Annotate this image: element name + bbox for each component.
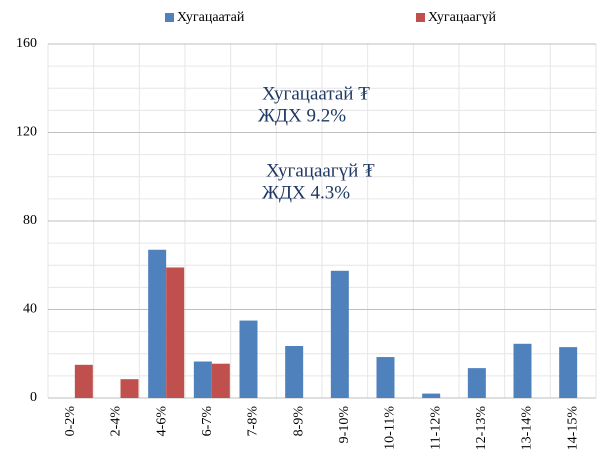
bar xyxy=(74,364,93,398)
bar xyxy=(166,267,185,398)
bar xyxy=(376,357,395,398)
x-tick-label: 6-7% xyxy=(200,406,215,437)
y-tick-label: 160 xyxy=(16,36,37,51)
legend-swatch xyxy=(165,13,174,22)
legend-label: Хугацаагүй xyxy=(428,10,496,25)
x-tick-label: 0-2% xyxy=(63,406,78,437)
legend-label: Хугацаатай xyxy=(177,10,245,25)
x-tick-label: 8-9% xyxy=(291,406,306,437)
y-tick-label: 120 xyxy=(16,125,37,140)
bar xyxy=(467,368,486,398)
y-tick-label: 80 xyxy=(23,213,37,228)
bar xyxy=(513,343,532,398)
legend-swatch xyxy=(416,13,425,22)
x-tick-label: 10-11% xyxy=(383,406,398,450)
bar xyxy=(193,361,212,398)
bar xyxy=(148,249,167,398)
bar xyxy=(239,320,258,398)
annotation: ЖДХ 4.3% xyxy=(262,182,350,203)
bar xyxy=(211,363,230,398)
x-tick-label: 13-14% xyxy=(520,406,535,451)
x-tick-label: 4-6% xyxy=(154,406,169,437)
annotation: Хугацаагүй ₮ xyxy=(266,160,375,181)
bar xyxy=(120,379,139,398)
bar xyxy=(422,393,441,398)
bar xyxy=(559,347,578,398)
x-tick-label: 9-10% xyxy=(337,406,352,444)
x-tick-label: 11-12% xyxy=(428,406,443,450)
annotation: ЖДХ 9.2% xyxy=(258,105,346,126)
x-tick-label: 2-4% xyxy=(109,406,124,437)
bar xyxy=(330,270,349,398)
x-tick-label: 12-13% xyxy=(474,406,489,451)
y-tick-label: 0 xyxy=(30,390,37,405)
y-tick-label: 40 xyxy=(23,302,37,317)
bar xyxy=(285,346,304,398)
x-tick-label: 14-15% xyxy=(565,406,580,451)
x-tick-label: 7-8% xyxy=(246,406,261,437)
annotation: Хугацаатай ₮ xyxy=(262,83,370,104)
